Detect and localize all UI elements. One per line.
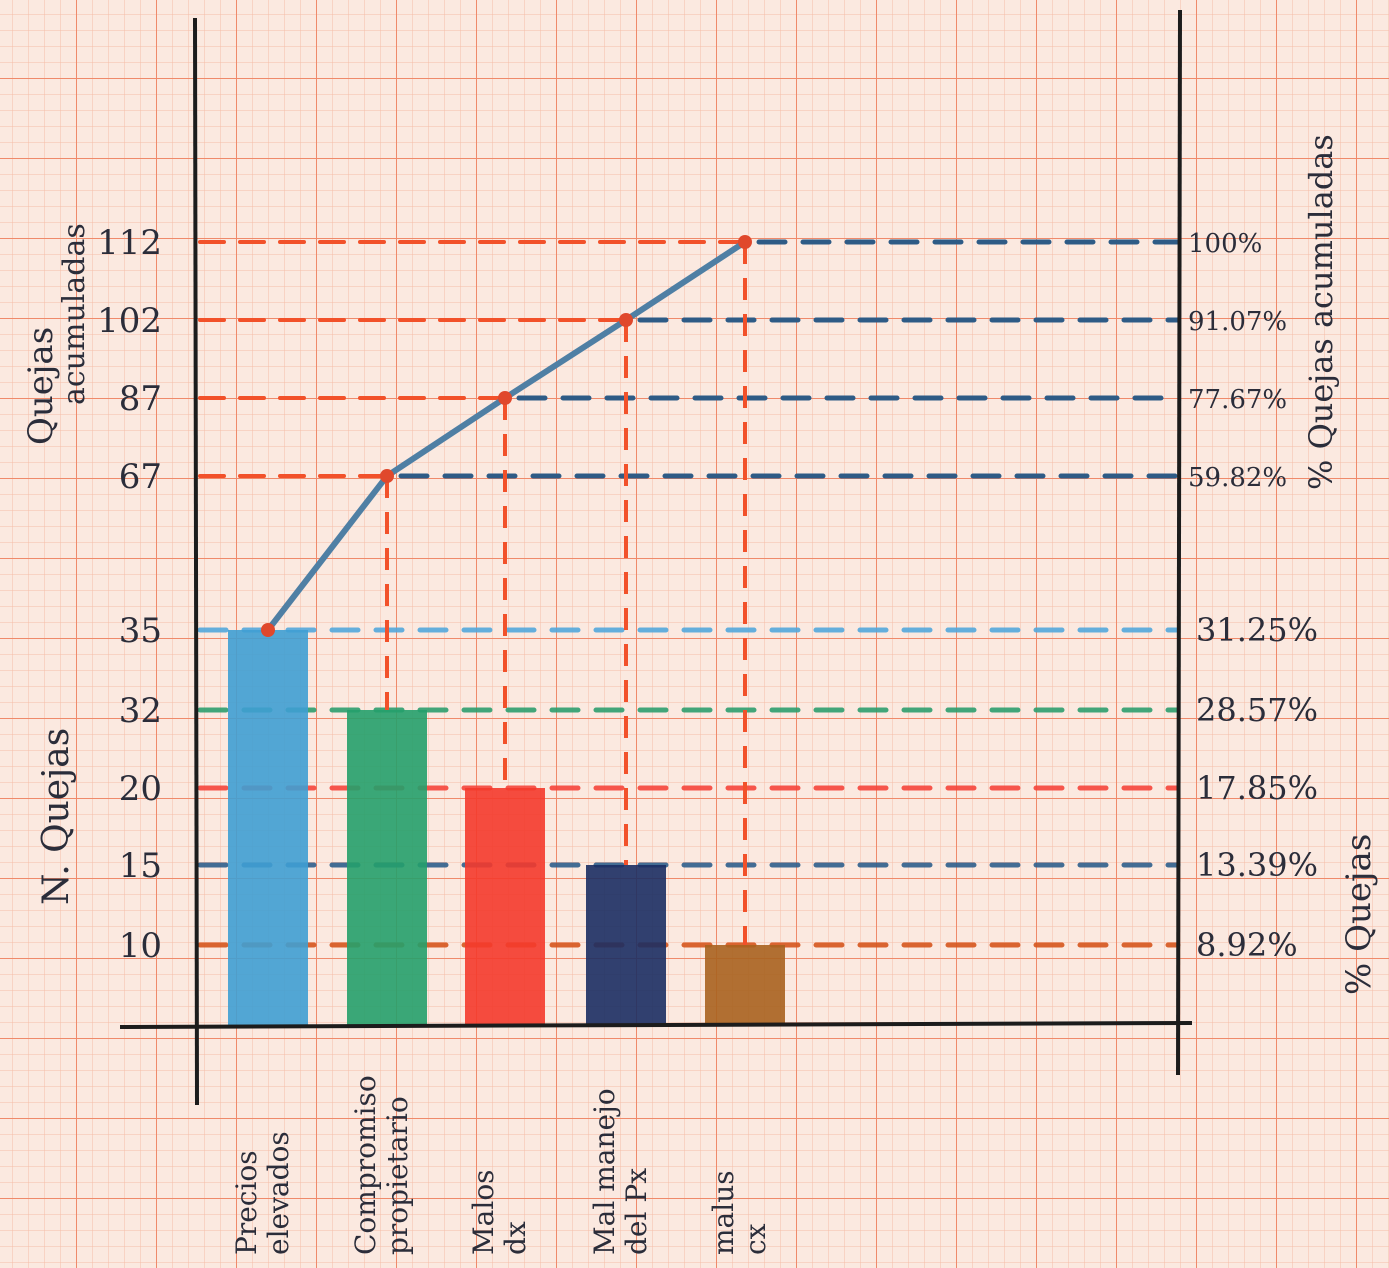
bar xyxy=(586,865,666,1025)
labels: 10 15 20 32 35 67 87 102 112 31.25% 28.57% 17.85% 13… xyxy=(21,134,1379,1255)
cumulative-line xyxy=(261,235,752,637)
percent-label: 28.57% xyxy=(1196,691,1318,729)
category-label: Malos xyxy=(467,1169,500,1255)
percent-label: 8.92% xyxy=(1196,926,1298,964)
y-tick-label: 15 xyxy=(119,846,162,886)
y-tick-label: 112 xyxy=(97,223,162,263)
cumulative-point xyxy=(261,623,275,637)
bar xyxy=(465,788,545,1025)
cumulative-point xyxy=(738,235,752,249)
right-axis xyxy=(1176,9,1182,1076)
cumulative-percent-label: 100% xyxy=(1188,229,1262,259)
category-label: dx xyxy=(499,1221,532,1255)
cumulative-percent-label: 91.07% xyxy=(1188,307,1287,337)
bars xyxy=(228,630,785,1025)
category-label: Compromiso xyxy=(349,1075,382,1255)
y-tick-label: 10 xyxy=(119,926,162,966)
category-label: Mal manejo xyxy=(588,1088,621,1255)
guide-lines xyxy=(197,239,1181,948)
bar xyxy=(705,945,785,1025)
category-label: Precios xyxy=(230,1150,263,1255)
cumulative-point xyxy=(619,313,633,327)
category-label: del Px xyxy=(620,1168,653,1255)
percent-label: 31.25% xyxy=(1196,611,1318,649)
y-tick-label: 67 xyxy=(119,457,162,497)
y-tick-label: 102 xyxy=(97,301,162,341)
category-label: malus xyxy=(707,1170,740,1255)
axes xyxy=(119,9,1193,1106)
y-tick-label: 87 xyxy=(119,379,162,419)
y-tick-label: 35 xyxy=(119,611,162,651)
cumulative-percent-label: 77.67% xyxy=(1188,385,1287,415)
y-tick-label: 32 xyxy=(119,691,162,731)
category-label: propietario xyxy=(381,1096,414,1255)
y-tick-label: 20 xyxy=(119,769,162,809)
bar xyxy=(228,630,308,1025)
y-axis-label-left-bottom: N. Quejas xyxy=(36,728,77,905)
y-axis-label-left-top: Quejas xyxy=(21,327,61,445)
percent-label: 13.39% xyxy=(1196,846,1318,884)
left-axis xyxy=(193,17,199,1106)
y-axis-label-right-bottom: % Quejas xyxy=(1339,834,1379,995)
y-axis-label-left-top: acumuladas xyxy=(57,223,92,405)
percent-label: 17.85% xyxy=(1196,769,1318,807)
category-label: elevados xyxy=(262,1131,295,1255)
category-label: cx xyxy=(739,1223,772,1255)
cumulative-point xyxy=(498,391,512,405)
cumulative-percent-label: 59.82% xyxy=(1188,463,1287,493)
y-axis-label-right-top: % Quejas acumuladas xyxy=(1302,134,1340,490)
bar xyxy=(347,710,427,1025)
cumulative-point xyxy=(380,469,394,483)
x-axis xyxy=(119,1021,1193,1029)
